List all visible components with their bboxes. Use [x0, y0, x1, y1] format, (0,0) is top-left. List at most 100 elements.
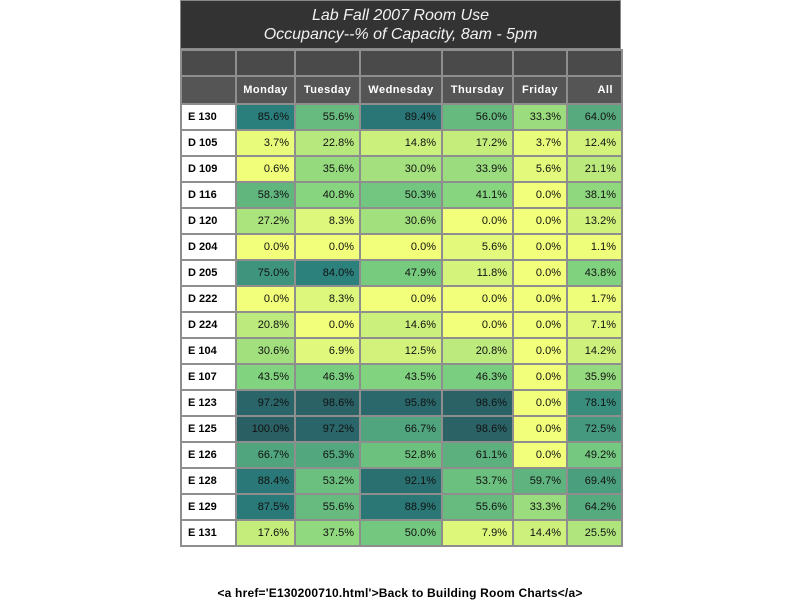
occupancy-cell-friday: 0.0%	[512, 441, 568, 469]
room-label: E 123	[180, 389, 237, 417]
report-subtitle: Occupancy--% of Capacity, 8am - 5pm	[263, 26, 538, 43]
room-label: E 131	[180, 519, 237, 547]
occupancy-cell-thursday: 61.1%	[441, 441, 514, 469]
occupancy-cell-tuesday: 22.8%	[294, 129, 361, 157]
table-row: D 109 0.6% 35.6% 30.0% 33.9% 5.6% 21.1%	[180, 155, 623, 183]
occupancy-cell-wednesday: 47.9%	[359, 259, 443, 287]
spacer-cell	[566, 49, 623, 77]
occupancy-cell-thursday: 20.8%	[441, 337, 514, 365]
occupancy-cell-wednesday: 0.0%	[359, 233, 443, 261]
occupancy-cell-wednesday: 30.6%	[359, 207, 443, 235]
occupancy-cell-thursday: 5.6%	[441, 233, 514, 261]
occupancy-cell-wednesday: 88.9%	[359, 493, 443, 521]
occupancy-cell-friday: 0.0%	[512, 389, 568, 417]
column-header-all: All	[566, 75, 623, 105]
table-row: D 105 3.7% 22.8% 14.8% 17.2% 3.7% 12.4%	[180, 129, 623, 157]
room-label: E 125	[180, 415, 237, 443]
table-row: E 128 88.4% 53.2% 92.1% 53.7% 59.7% 69.4%	[180, 467, 623, 495]
room-label: D 224	[180, 311, 237, 339]
occupancy-cell-friday: 0.0%	[512, 181, 568, 209]
occupancy-table: Monday Tuesday Wednesday Thursday Friday…	[180, 49, 623, 547]
occupancy-cell-monday: 0.0%	[235, 285, 296, 313]
back-to-building-link[interactable]: <a href='E130200710.html'>Back to Buildi…	[217, 586, 583, 600]
occupancy-cell-friday: 33.3%	[512, 493, 568, 521]
header-spacer-row	[180, 49, 623, 77]
occupancy-cell-friday: 0.0%	[512, 311, 568, 339]
report-title: Lab Fall 2007 Room Use	[312, 7, 489, 24]
occupancy-cell-monday: 43.5%	[235, 363, 296, 391]
occupancy-cell-thursday: 56.0%	[441, 103, 514, 131]
occupancy-cell-thursday: 98.6%	[441, 389, 514, 417]
occupancy-cell-all: 49.2%	[566, 441, 623, 469]
occupancy-cell-wednesday: 50.0%	[359, 519, 443, 547]
occupancy-cell-monday: 30.6%	[235, 337, 296, 365]
occupancy-cell-tuesday: 37.5%	[294, 519, 361, 547]
occupancy-cell-monday: 85.6%	[235, 103, 296, 131]
spacer-cell	[235, 49, 296, 77]
occupancy-cell-friday: 3.7%	[512, 129, 568, 157]
occupancy-cell-monday: 87.5%	[235, 493, 296, 521]
occupancy-cell-wednesday: 50.3%	[359, 181, 443, 209]
occupancy-cell-all: 35.9%	[566, 363, 623, 391]
occupancy-cell-friday: 0.0%	[512, 285, 568, 313]
room-label: E 128	[180, 467, 237, 495]
table-row: E 104 30.6% 6.9% 12.5% 20.8% 0.0% 14.2%	[180, 337, 623, 365]
occupancy-cell-thursday: 11.8%	[441, 259, 514, 287]
occupancy-cell-all: 38.1%	[566, 181, 623, 209]
occupancy-cell-monday: 0.6%	[235, 155, 296, 183]
occupancy-cell-wednesday: 66.7%	[359, 415, 443, 443]
occupancy-cell-friday: 59.7%	[512, 467, 568, 495]
room-label: D 105	[180, 129, 237, 157]
occupancy-cell-monday: 20.8%	[235, 311, 296, 339]
table-row: E 130 85.6% 55.6% 89.4% 56.0% 33.3% 64.0%	[180, 103, 623, 131]
occupancy-cell-tuesday: 53.2%	[294, 467, 361, 495]
occupancy-cell-monday: 17.6%	[235, 519, 296, 547]
table-row: E 129 87.5% 55.6% 88.9% 55.6% 33.3% 64.2%	[180, 493, 623, 521]
table-row: E 123 97.2% 98.6% 95.8% 98.6% 0.0% 78.1%	[180, 389, 623, 417]
occupancy-cell-friday: 14.4%	[512, 519, 568, 547]
column-header-wednesday: Wednesday	[359, 75, 443, 105]
occupancy-cell-thursday: 0.0%	[441, 285, 514, 313]
room-label: D 120	[180, 207, 237, 235]
room-label: D 109	[180, 155, 237, 183]
occupancy-cell-all: 14.2%	[566, 337, 623, 365]
spacer-cell	[512, 49, 568, 77]
occupancy-cell-tuesday: 55.6%	[294, 103, 361, 131]
occupancy-cell-all: 13.2%	[566, 207, 623, 235]
column-header-friday: Friday	[512, 75, 568, 105]
occupancy-cell-thursday: 41.1%	[441, 181, 514, 209]
occupancy-cell-tuesday: 0.0%	[294, 233, 361, 261]
room-label: E 107	[180, 363, 237, 391]
occupancy-cell-monday: 58.3%	[235, 181, 296, 209]
column-header-monday: Monday	[235, 75, 296, 105]
occupancy-cell-monday: 66.7%	[235, 441, 296, 469]
room-label: D 222	[180, 285, 237, 313]
room-label: D 204	[180, 233, 237, 261]
occupancy-cell-monday: 75.0%	[235, 259, 296, 287]
occupancy-cell-all: 69.4%	[566, 467, 623, 495]
occupancy-cell-tuesday: 55.6%	[294, 493, 361, 521]
room-label: E 129	[180, 493, 237, 521]
occupancy-cell-tuesday: 0.0%	[294, 311, 361, 339]
occupancy-cell-wednesday: 89.4%	[359, 103, 443, 131]
occupancy-cell-wednesday: 43.5%	[359, 363, 443, 391]
spacer-cell	[441, 49, 514, 77]
occupancy-cell-friday: 0.0%	[512, 233, 568, 261]
occupancy-table-body: Monday Tuesday Wednesday Thursday Friday…	[180, 49, 623, 547]
occupancy-cell-wednesday: 14.6%	[359, 311, 443, 339]
spacer-cell	[294, 49, 361, 77]
occupancy-cell-friday: 5.6%	[512, 155, 568, 183]
occupancy-cell-all: 1.7%	[566, 285, 623, 313]
occupancy-cell-monday: 88.4%	[235, 467, 296, 495]
table-row: E 126 66.7% 65.3% 52.8% 61.1% 0.0% 49.2%	[180, 441, 623, 469]
occupancy-cell-all: 21.1%	[566, 155, 623, 183]
table-row: D 224 20.8% 0.0% 14.6% 0.0% 0.0% 7.1%	[180, 311, 623, 339]
table-row: D 116 58.3% 40.8% 50.3% 41.1% 0.0% 38.1%	[180, 181, 623, 209]
occupancy-cell-wednesday: 52.8%	[359, 441, 443, 469]
occupancy-cell-tuesday: 46.3%	[294, 363, 361, 391]
occupancy-cell-tuesday: 65.3%	[294, 441, 361, 469]
table-row: D 204 0.0% 0.0% 0.0% 5.6% 0.0% 1.1%	[180, 233, 623, 261]
occupancy-cell-friday: 33.3%	[512, 103, 568, 131]
occupancy-cell-wednesday: 30.0%	[359, 155, 443, 183]
occupancy-cell-all: 78.1%	[566, 389, 623, 417]
